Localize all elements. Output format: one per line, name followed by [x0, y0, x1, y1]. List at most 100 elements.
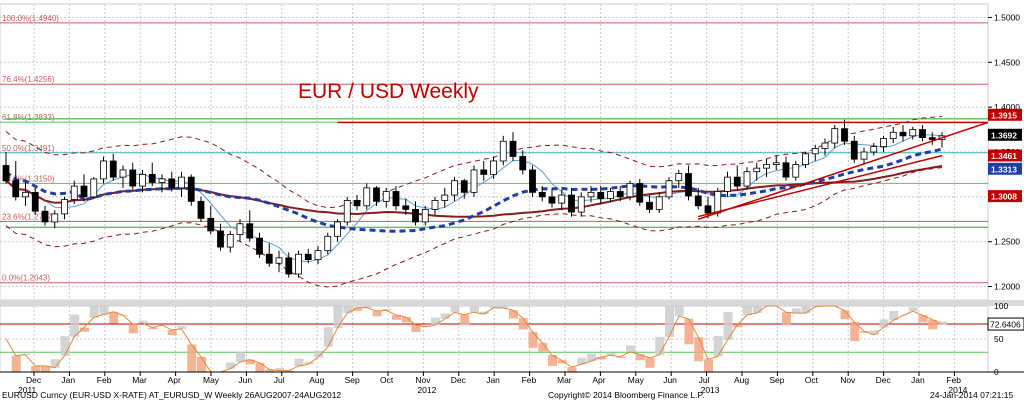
osc-tick-label: 50	[994, 334, 1004, 344]
candle-body	[705, 206, 711, 213]
osc-area	[509, 310, 518, 318]
y-tick-label: 1.2000	[994, 282, 1020, 292]
fib-label: 100.0%(1.4940)	[2, 14, 59, 23]
x-month-label: Jun	[238, 375, 252, 385]
candle-body	[32, 192, 38, 211]
candle-body	[842, 129, 848, 142]
candle-body	[812, 148, 818, 153]
osc-area	[334, 306, 343, 328]
osc-area	[31, 366, 40, 372]
x-month-label: Aug	[734, 375, 749, 385]
candle-body	[666, 181, 672, 197]
candle-body	[276, 258, 282, 263]
osc-tick-label: 100	[994, 301, 1008, 311]
x-month-label: Apr	[168, 375, 181, 385]
osc-area	[675, 306, 684, 316]
x-month-label: Dec	[876, 375, 892, 385]
x-month-label: Nov	[840, 375, 856, 385]
candle-body	[227, 235, 233, 248]
osc-area	[197, 357, 206, 372]
candle-body	[773, 163, 779, 165]
osc-area	[646, 358, 655, 368]
candle-body	[354, 200, 360, 205]
fib-label: 61.8%(1.3833)	[2, 113, 55, 122]
candle-body	[218, 231, 224, 247]
candle-body	[286, 258, 292, 274]
x-month-label: May	[203, 375, 220, 385]
osc-area	[568, 367, 577, 372]
candle-body	[130, 170, 136, 186]
x-month-label: Jun	[663, 375, 677, 385]
osc-area	[451, 306, 460, 312]
candle-body	[910, 130, 916, 136]
x-month-label: Oct	[805, 375, 819, 385]
candle-body	[686, 174, 692, 196]
candle-body	[237, 224, 243, 235]
price-label-text: 1.3461	[991, 151, 1017, 161]
candle-body	[188, 177, 194, 201]
y-tick-label: 1.4500	[994, 57, 1020, 67]
candle-body	[374, 188, 380, 201]
osc-area	[694, 337, 703, 361]
x-month-label: Oct	[380, 375, 394, 385]
candle-body	[393, 191, 399, 205]
x-month-label: Jul	[274, 375, 285, 385]
candle-body	[627, 183, 633, 196]
candle-body	[471, 170, 477, 192]
osc-area	[431, 318, 440, 326]
candle-body	[257, 238, 263, 254]
x-month-label: Aug	[309, 375, 324, 385]
osc-area	[733, 325, 742, 327]
candle-body	[676, 174, 682, 181]
candle-body	[110, 161, 116, 177]
osc-area	[460, 315, 469, 325]
candle-body	[608, 191, 614, 198]
osc-area	[626, 345, 635, 352]
candle-body	[832, 129, 838, 143]
osc-area	[792, 308, 801, 313]
candle-body	[315, 251, 321, 260]
candle-body	[637, 183, 643, 202]
osc-area	[129, 324, 138, 333]
candle-body	[754, 168, 760, 172]
price-label-text: 1.3692	[991, 130, 1017, 140]
fib-label: 76.4%(1.4256)	[2, 75, 55, 84]
x-month-label: Nov	[415, 375, 431, 385]
candle-body	[305, 254, 311, 259]
x-month-label: Jan	[911, 375, 925, 385]
candle-body	[725, 177, 731, 191]
osc-area	[802, 306, 811, 313]
candle-body	[403, 206, 409, 210]
candle-body	[52, 214, 58, 222]
osc-area	[178, 326, 187, 329]
candle-body	[734, 177, 740, 186]
candle-body	[179, 177, 185, 188]
candle-body	[598, 192, 604, 198]
candle-body	[120, 170, 126, 177]
candle-body	[510, 141, 516, 156]
x-month-label: Jul	[699, 375, 710, 385]
osc-area	[373, 311, 382, 316]
osc-area	[704, 359, 713, 372]
candle-body	[42, 211, 48, 222]
osc-area	[324, 327, 333, 346]
candle-body	[442, 195, 448, 200]
candle-body	[588, 192, 594, 196]
candle-body	[803, 154, 809, 165]
candle-body	[695, 196, 701, 206]
osc-area	[343, 306, 352, 313]
x-year-label: 2012	[417, 385, 436, 395]
fib-label: 0.0%(1.2043)	[2, 274, 50, 283]
candle-body	[23, 192, 29, 196]
candle-body	[715, 191, 721, 213]
osc-area	[714, 336, 723, 356]
candle-body	[520, 156, 526, 169]
candle-body	[890, 132, 896, 138]
price-label-text: 1.3915	[991, 110, 1017, 120]
candle-body	[744, 172, 750, 186]
x-month-label: Mar	[132, 375, 147, 385]
candle-body	[569, 195, 575, 212]
candle-body	[266, 254, 272, 263]
osc-area	[665, 306, 674, 337]
candle-body	[920, 130, 926, 138]
